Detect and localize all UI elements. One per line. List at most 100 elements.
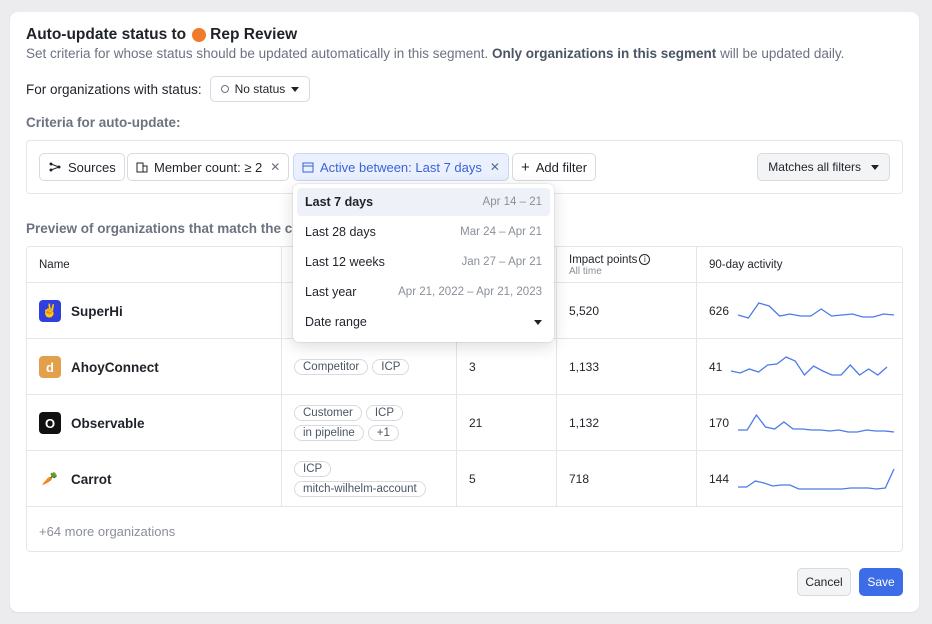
org-logo: 🥕 xyxy=(39,468,61,490)
member-count-label: Member count: ≥ 2 xyxy=(154,159,263,175)
save-button[interactable]: Save xyxy=(859,568,903,596)
option-range: Jan 27 – Apr 21 xyxy=(461,256,542,268)
tag-line: in pipeline +1 xyxy=(294,425,399,441)
option-label: Last year xyxy=(305,285,357,299)
criteria-label: Criteria for auto-update: xyxy=(26,115,181,130)
col-count xyxy=(457,247,557,283)
option-last-12-weeks[interactable]: Last 12 weeks Jan 27 – Apr 21 xyxy=(297,248,550,276)
option-label: Date range xyxy=(305,315,367,329)
org-name: SuperHi xyxy=(71,303,123,319)
subtitle-bold: Only organizations in this segment xyxy=(492,46,717,61)
org-name-cell[interactable]: d AhoyConnect xyxy=(27,339,282,395)
option-label: Last 28 days xyxy=(305,225,376,239)
option-last-7-days[interactable]: Last 7 days Apr 14 – 21 xyxy=(297,188,550,216)
option-range: Apr 21, 2022 – Apr 21, 2023 xyxy=(398,286,542,298)
cancel-button[interactable]: Cancel xyxy=(797,568,851,596)
tag-badge[interactable]: Customer xyxy=(294,405,362,421)
plus-icon: + xyxy=(521,158,530,176)
activity-cell: 626 xyxy=(697,283,902,339)
chevron-down-icon xyxy=(871,164,879,170)
org-name-cell[interactable]: 🥕 Carrot xyxy=(27,451,282,507)
count-cell: 5 xyxy=(457,451,557,507)
col-name[interactable]: Name xyxy=(27,247,282,283)
col-activity-label: 90-day activity xyxy=(709,259,783,271)
tag-line: ICP xyxy=(294,461,332,477)
matches-select[interactable]: Matches all filters xyxy=(757,153,890,181)
title-prefix: Auto-update status to xyxy=(26,26,187,43)
member-count-chip[interactable]: Member count: ≥ 2 ✕ xyxy=(127,153,290,181)
col-impact-sub: All time xyxy=(569,265,602,277)
activity-value: 144 xyxy=(709,472,730,486)
col-activity[interactable]: 90-day activity xyxy=(697,247,902,283)
date-range-dropdown: Last 7 days Apr 14 – 21 Last 28 days Mar 2… xyxy=(293,184,554,342)
title-status: Rep Review xyxy=(210,26,298,43)
option-date-range[interactable]: Date range xyxy=(297,308,550,336)
subtitle-text: Set criteria for whose status should be … xyxy=(26,46,489,61)
sources-chip[interactable]: Sources xyxy=(39,153,125,181)
col-impact[interactable]: Impact points i All time xyxy=(557,247,697,283)
impact-cell: 1,133 xyxy=(557,339,697,395)
preview-label: Preview of organizations that match the … xyxy=(26,221,298,236)
tags-cell: Competitor ICP xyxy=(282,339,457,395)
activity-value: 170 xyxy=(709,416,730,430)
status-value: No status xyxy=(234,82,286,96)
more-organizations-link[interactable]: +64 more organizations xyxy=(39,524,176,539)
tag-badge[interactable]: mitch-wilhelm-account xyxy=(294,481,426,497)
col-impact-label: Impact points xyxy=(569,253,638,266)
col-name-label: Name xyxy=(39,259,70,271)
remove-active-filter-icon[interactable]: ✕ xyxy=(489,160,500,174)
empty-status-icon xyxy=(220,85,229,93)
status-filter-row: For organizations with status: No status xyxy=(26,76,311,102)
org-logo: ✌ xyxy=(39,300,61,322)
tag-badge[interactable]: Competitor xyxy=(294,359,369,375)
remove-member-filter-icon[interactable]: ✕ xyxy=(270,160,281,174)
impact-cell: 1,132 xyxy=(557,395,697,451)
sparkline-series xyxy=(731,356,888,377)
activity-value: 41 xyxy=(709,360,723,374)
org-name: Observable xyxy=(71,415,145,431)
tag-badge[interactable]: ICP xyxy=(365,405,404,421)
organizations-table: Name Impact points i All time 90-day acti… xyxy=(26,246,903,552)
tag-badge[interactable]: in pipeline xyxy=(294,425,364,441)
table-row[interactable]: O Observable Customer ICP in pipeline +1 21 1,1… xyxy=(27,395,902,451)
activity-sparkline xyxy=(738,413,895,433)
building-icon xyxy=(136,162,148,173)
activity-sparkline xyxy=(737,302,895,319)
option-range: Mar 24 – Apr 21 xyxy=(460,226,542,238)
option-range: Apr 14 – 21 xyxy=(482,196,542,208)
chevron-down-icon xyxy=(534,319,542,325)
org-name-cell[interactable]: ✌ SuperHi xyxy=(27,283,282,339)
activity-cell: 41 xyxy=(697,339,902,395)
tag-badge[interactable]: +1 xyxy=(367,425,399,441)
sparkline-series xyxy=(738,468,895,490)
count-cell: 3 xyxy=(457,339,557,395)
tag-badge[interactable]: ICP xyxy=(294,461,332,477)
table-row[interactable]: 🥕 Carrot ICP mitch-wilhelm-account 5 718 144 xyxy=(27,451,902,507)
org-name: Carrot xyxy=(71,471,112,487)
page-title: Auto-update status to Rep Review xyxy=(26,26,297,44)
impact-cell: 718 xyxy=(557,451,697,507)
option-last-28-days[interactable]: Last 28 days Mar 24 – Apr 21 xyxy=(297,218,550,246)
status-select[interactable]: No status xyxy=(209,76,311,102)
page-subtitle: Set criteria for whose status should be … xyxy=(26,46,844,61)
org-name: AhoyConnect xyxy=(71,359,159,375)
activity-value: 626 xyxy=(709,304,730,318)
add-filter-button[interactable]: + Add filter xyxy=(512,153,597,181)
col-impact-title: Impact points i xyxy=(569,254,696,266)
activity-sparkline xyxy=(738,468,895,490)
org-logo: O xyxy=(39,412,61,434)
tag-line: mitch-wilhelm-account xyxy=(294,481,426,497)
table-row[interactable]: d AhoyConnect Competitor ICP 3 1,133 41 xyxy=(27,339,902,395)
status-filter-label: For organizations with status: xyxy=(26,81,202,97)
sparkline-series xyxy=(738,413,895,433)
sources-chip-label: Sources xyxy=(68,159,116,175)
tag-badge[interactable]: ICP xyxy=(372,359,410,375)
status-dot xyxy=(192,28,207,42)
info-icon[interactable]: i xyxy=(639,254,651,265)
org-name-cell[interactable]: O Observable xyxy=(27,395,282,451)
active-between-chip[interactable]: Active between: Last 7 days ✕ xyxy=(293,153,509,181)
count-cell xyxy=(457,283,557,339)
option-last-year[interactable]: Last year Apr 21, 2022 – Apr 21, 2023 xyxy=(297,278,550,306)
tags-cell: ICP mitch-wilhelm-account xyxy=(282,451,457,507)
option-label: Last 7 days xyxy=(305,195,374,209)
